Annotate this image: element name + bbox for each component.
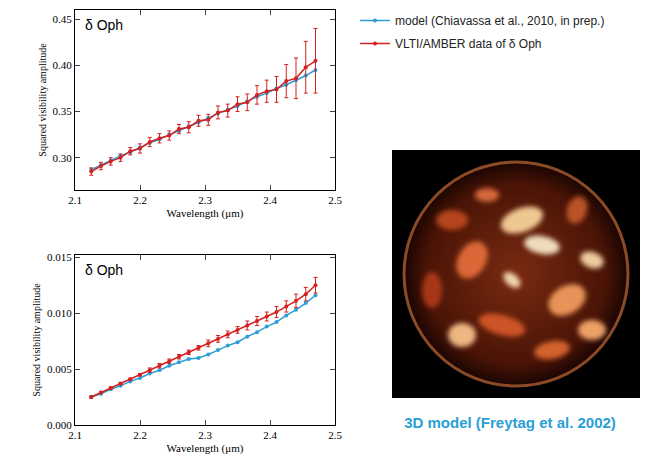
svg-text:δ Oph: δ Oph: [85, 17, 123, 33]
svg-text:0.010: 0.010: [47, 307, 72, 319]
svg-text:2.1: 2.1: [68, 194, 82, 206]
svg-text:0.30: 0.30: [53, 152, 73, 164]
svg-text:0.45: 0.45: [53, 13, 73, 25]
svg-text:0.015: 0.015: [47, 251, 72, 263]
svg-text:2.5: 2.5: [328, 194, 342, 206]
html-text:3D model (Freytag et al. 2002): 3D model (Freytag et al. 2002): [404, 414, 616, 431]
svg-text:Wavelength (μm): Wavelength (μm): [167, 207, 244, 220]
svg-text:2.2: 2.2: [133, 429, 147, 441]
svg-text:0.000: 0.000: [47, 419, 72, 431]
svg-text:2.4: 2.4: [263, 429, 277, 441]
svg-text:Squared visibility amplitude: Squared visibility amplitude: [37, 43, 48, 157]
svg-text:Squared visibility amplitude: Squared visibility amplitude: [31, 283, 42, 397]
svg-text:0.35: 0.35: [53, 105, 73, 117]
svg-text:2.1: 2.1: [68, 429, 82, 441]
svg-text:2.5: 2.5: [328, 429, 342, 441]
svg-text:0.40: 0.40: [53, 59, 73, 71]
svg-text:2.3: 2.3: [198, 194, 212, 206]
svg-text:2.4: 2.4: [263, 194, 277, 206]
svg-text:0.005: 0.005: [47, 363, 72, 375]
svg-text:Wavelength (μm): Wavelength (μm): [167, 442, 244, 455]
svg-text:model (Chiavassa et al., 2010,: model (Chiavassa et al., 2010, in prep.): [395, 14, 604, 28]
svg-text:2.3: 2.3: [198, 429, 212, 441]
svg-text:2.2: 2.2: [133, 194, 147, 206]
svg-text:δ Oph: δ Oph: [85, 262, 123, 278]
svg-text:VLTI/AMBER data of δ Oph: VLTI/AMBER data of δ Oph: [395, 37, 542, 51]
